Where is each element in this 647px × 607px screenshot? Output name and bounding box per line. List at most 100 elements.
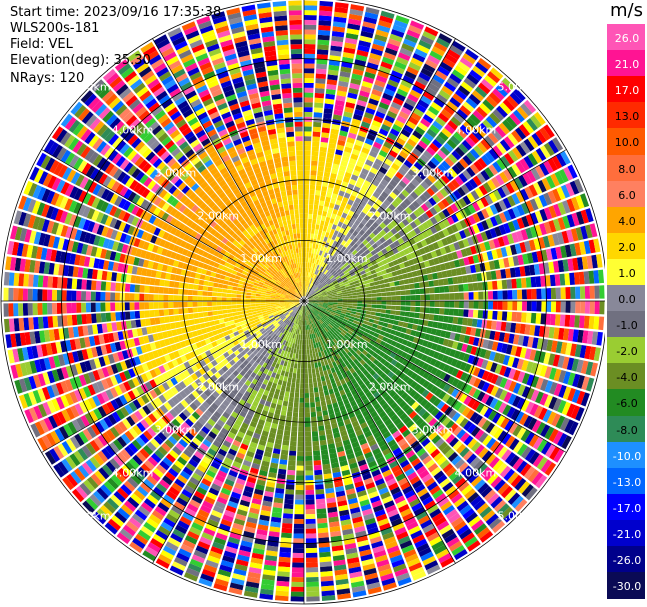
range-gate-cell (385, 170, 395, 179)
range-gate-cell (492, 301, 498, 310)
range-gate-cell (300, 378, 304, 384)
range-gate-cell (449, 260, 456, 269)
range-gate-cell (379, 313, 386, 318)
range-gate-cell (319, 286, 325, 291)
range-gate-cell (351, 308, 357, 312)
range-gate-cell (304, 291, 306, 297)
range-gate-cell (377, 206, 385, 214)
range-gate-cell (328, 302, 334, 304)
range-gate-cell (306, 286, 309, 292)
range-gate-cell (335, 253, 341, 260)
range-gate-cell (317, 522, 328, 529)
range-gate-cell (306, 293, 311, 298)
range-gate-cell (344, 42, 357, 50)
range-gate-cell (531, 150, 543, 164)
range-gate-cell (289, 440, 297, 447)
range-gate-cell (457, 61, 471, 73)
range-gate-cell (415, 144, 425, 154)
range-gate-cell (282, 380, 287, 387)
range-gate-cell (307, 272, 310, 278)
range-gate-cell (332, 240, 338, 247)
range-gate-cell (383, 318, 390, 323)
range-gate-cell (423, 281, 430, 288)
range-gate-cell (338, 205, 345, 213)
range-gate-cell (488, 148, 499, 160)
range-gate-cell (405, 266, 412, 273)
range-gate-cell (355, 233, 362, 240)
range-gate-cell (284, 391, 290, 397)
range-gate-cell (489, 112, 501, 125)
range-gate-cell (311, 273, 315, 279)
range-gate-cell (313, 295, 318, 298)
range-gate-cell (372, 202, 380, 211)
range-gate-cell (304, 53, 316, 59)
range-gate-cell (373, 141, 383, 150)
range-gate-cell (304, 330, 306, 335)
range-gate-cell (511, 147, 523, 160)
range-gate-cell (309, 189, 315, 195)
range-gate-cell (561, 230, 570, 244)
range-gate-cell (360, 121, 371, 129)
range-gate-cell (344, 146, 353, 154)
range-gate-cell (322, 293, 328, 296)
range-gate-cell (510, 244, 518, 256)
range-gate-cell (507, 256, 515, 267)
range-gate-cell (351, 289, 357, 294)
range-gate-cell (279, 390, 285, 396)
range-gate-cell (512, 289, 518, 300)
range-gate-cell (416, 241, 424, 249)
range-gate-cell (305, 262, 308, 268)
range-gate-cell (410, 265, 417, 272)
range-gate-cell (375, 312, 381, 317)
range-gate-cell (315, 275, 319, 280)
range-gate-cell (306, 292, 310, 298)
range-gate-cell (332, 293, 338, 297)
range-gate-cell (498, 122, 510, 135)
range-gate-cell (494, 125, 507, 138)
range-gate-cell (400, 268, 407, 274)
range-gate-cell (378, 128, 389, 137)
range-gate-cell (407, 272, 413, 279)
range-gate-cell (291, 572, 304, 578)
range-gate-cell (361, 168, 370, 176)
range-gate-cell (349, 127, 359, 135)
range-gate-cell (427, 174, 437, 184)
range-gate-cell (335, 95, 346, 102)
range-gate-cell (392, 175, 401, 184)
range-gate-cell (367, 171, 376, 179)
range-gate-cell (375, 199, 383, 207)
range-gate-cell (389, 179, 398, 188)
range-gate-cell (491, 249, 499, 260)
range-gate-cell (543, 221, 552, 234)
range-gate-cell (279, 459, 288, 465)
range-gate-cell (354, 261, 361, 267)
range-gate-cell (403, 159, 413, 169)
range-gate-cell (596, 253, 603, 268)
range-gate-cell (327, 281, 333, 285)
range-gate-cell (358, 267, 365, 272)
range-gate-cell (316, 508, 327, 514)
range-gate-cell (360, 252, 367, 258)
range-gate-cell (314, 288, 319, 292)
range-gate-cell (304, 281, 306, 287)
range-gate-cell (304, 383, 309, 389)
range-gate-cell (274, 595, 289, 602)
range-gate-cell (316, 175, 323, 182)
range-gate-cell (325, 157, 334, 164)
range-gate-cell (380, 10, 395, 20)
range-gate-cell (402, 75, 415, 85)
range-gate-cell (552, 188, 562, 202)
range-gate-cell (370, 195, 378, 203)
range-gate-cell (329, 261, 335, 267)
range-gate-cell (348, 279, 354, 284)
range-gate-cell (459, 57, 474, 69)
range-gate-cell (449, 73, 462, 85)
range-gate-cell (340, 240, 347, 246)
range-gate-cell (429, 124, 440, 135)
range-gate-cell (305, 460, 313, 466)
range-gate-cell (529, 226, 538, 238)
range-gate-cell (426, 252, 433, 260)
range-gate-cell (331, 234, 337, 241)
range-gate-cell (317, 527, 329, 534)
range-gate-cell (320, 245, 325, 252)
